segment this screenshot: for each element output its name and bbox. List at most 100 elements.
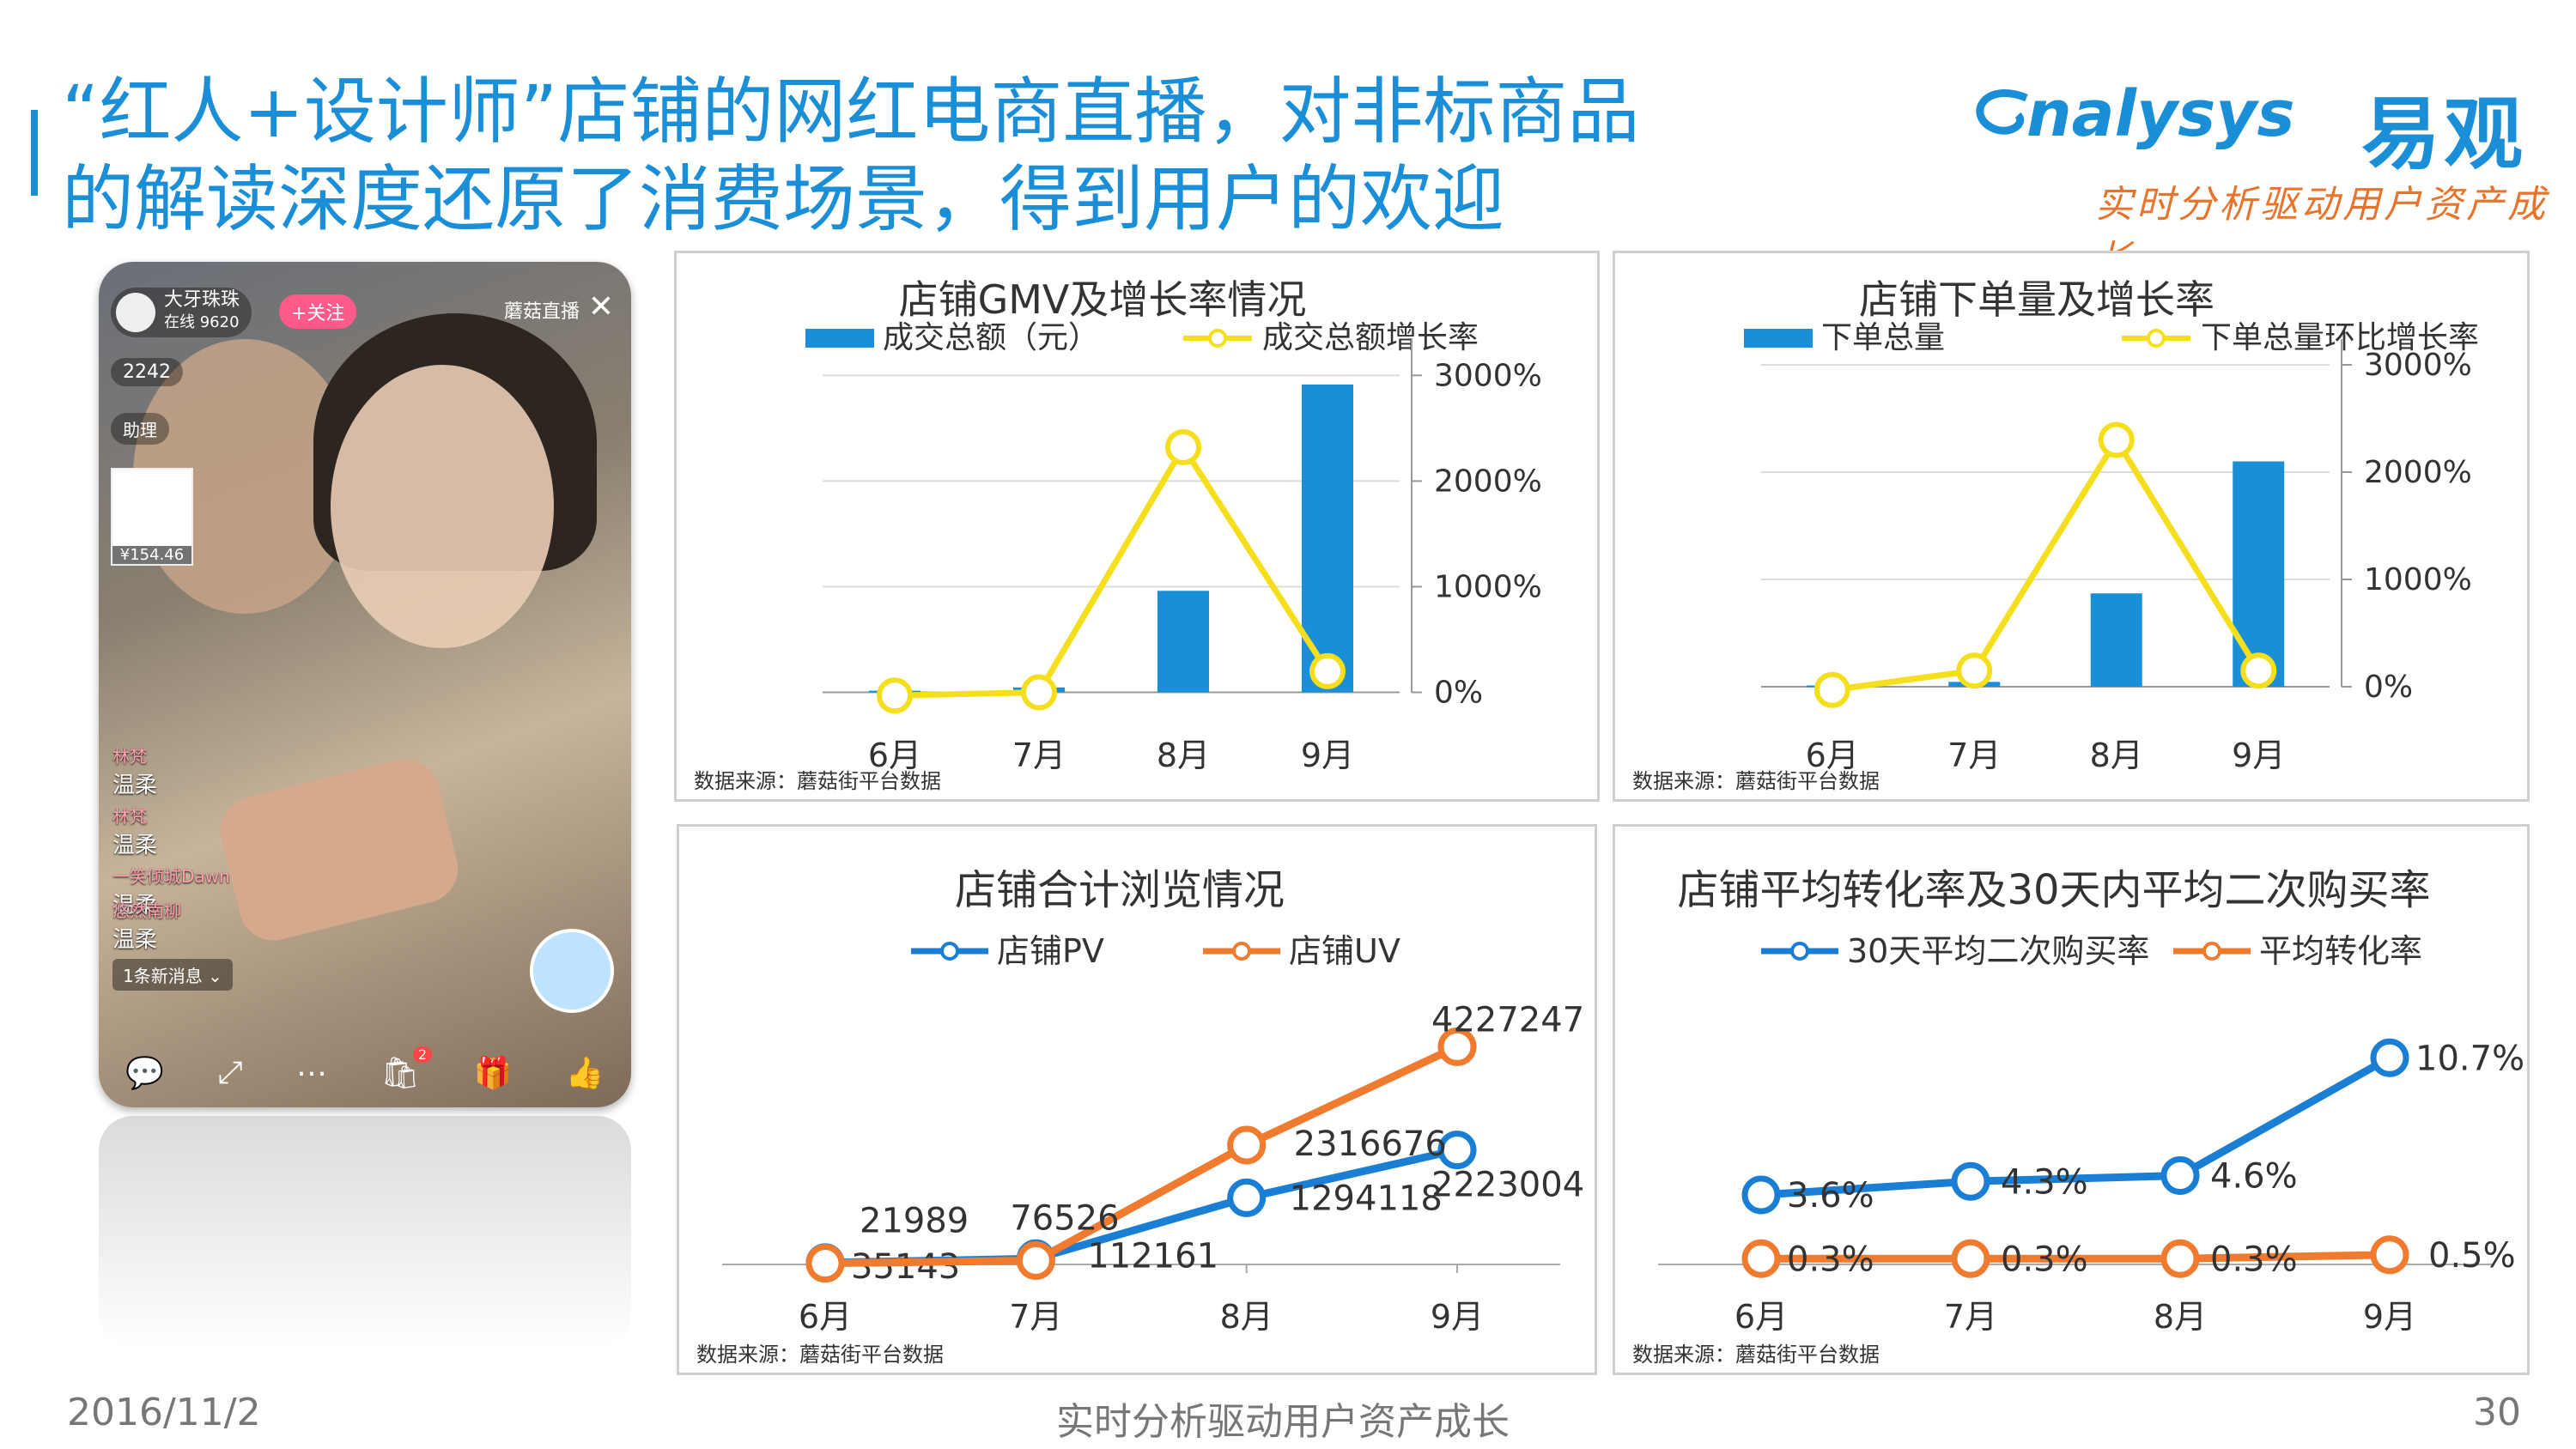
page-title-line1: “红人+设计师”店铺的网红电商直播，对非标商品: [62, 70, 1640, 154]
x-tick-label: 8月: [2090, 737, 2143, 774]
chart-panel-gmv: 店铺GMV及增长率情况 成交总额（元） 成交总额增长率 3000% 2000% 1000%…: [674, 251, 1600, 802]
y-tick-label: 0%: [2364, 670, 2413, 705]
data-label: 112161: [1087, 1236, 1218, 1276]
data-label: 76526: [1010, 1198, 1119, 1238]
page-title-line2: 的解读深度还原了消费场景，得到用户的欢迎: [62, 157, 1505, 241]
x-tick-label: 7月: [1009, 1298, 1062, 1336]
more-icon[interactable]: ⋯: [295, 1055, 327, 1091]
x-tick-label: 8月: [1220, 1298, 1273, 1336]
phone-reflection: [99, 1116, 631, 1348]
data-label: 4.3%: [2001, 1162, 2088, 1202]
x-tick-label: 9月: [2232, 737, 2285, 774]
x-tick-label: 9月: [1431, 1298, 1484, 1336]
series-point: [1227, 1178, 1267, 1217]
legend-line-label: 成交总额增长率: [1262, 320, 1479, 355]
data-label: 10.7%: [2415, 1039, 2524, 1078]
chart-title: 店铺GMV及增长率情况: [899, 276, 1307, 323]
fullscreen-icon[interactable]: ⤢: [217, 1055, 243, 1090]
cart-badge: 2: [412, 1046, 433, 1063]
series-line: [1760, 1054, 2392, 1199]
y-tick-label: 2000%: [2364, 455, 2472, 490]
legend-label: 平均转化率: [2259, 932, 2422, 970]
host-info-pill[interactable]: 大牙珠珠 在线 9620: [111, 288, 252, 337]
growth-point: [1814, 671, 1850, 708]
legend-line-label: 下单总量环比增长率: [2201, 320, 2479, 355]
shopping-bag-icon[interactable]: 🛍 2: [380, 1046, 433, 1091]
y-tick-label: 2000%: [1434, 464, 1542, 499]
chart-title: 店铺平均转化率及30天内平均二次购买率: [1677, 866, 2430, 914]
legend-marker: [1790, 942, 1809, 961]
chart-title: 店铺合计浏览情况: [955, 866, 1285, 914]
footer-slogan: 实时分析驱动用户资产成长: [1056, 1400, 1510, 1444]
title-accent-bar: [31, 110, 38, 196]
conversion-chart: 店铺平均转化率及30天内平均二次购买率 30天平均二次购买率 平均转化率 6月 7月 8月…: [1658, 866, 2524, 1336]
series-point: [1016, 1240, 1055, 1280]
growth-point: [877, 677, 913, 714]
series-line: [824, 1043, 1459, 1268]
data-source: 数据来源：蘑菇街平台数据: [696, 1343, 944, 1367]
chat-message: 林梵 温柔: [112, 806, 158, 858]
x-tick-label: 6月: [868, 737, 921, 774]
assistant-tag[interactable]: 助理: [111, 413, 169, 445]
follow-button[interactable]: +关注: [279, 294, 357, 329]
legend-marker: [940, 942, 959, 961]
growth-point: [2098, 421, 2135, 458]
legend-bar-label: 下单总量: [1821, 320, 1945, 355]
growth-point: [1956, 652, 1993, 689]
data-label: 0.3%: [1787, 1240, 1874, 1279]
growth-point: [1309, 652, 1346, 689]
footer-date: 2016/11/2: [67, 1391, 261, 1434]
bar: [1157, 591, 1209, 693]
growth-line: [894, 441, 1330, 699]
chart-panel-conversion: 店铺平均转化率及30天内平均二次购买率 30天平均二次购买率 平均转化率 6月 7月 8月…: [1613, 824, 2530, 1375]
host-avatar: [116, 293, 155, 332]
photo-person-female: [331, 365, 554, 648]
data-label: 0.3%: [2210, 1240, 2298, 1279]
legend-label: 店铺PV: [997, 932, 1104, 970]
close-icon[interactable]: ✕: [587, 289, 614, 324]
x-tick-label: 6月: [1735, 1298, 1788, 1336]
like-count: 2242: [111, 358, 183, 386]
growth-line: [1832, 433, 2262, 694]
like-icon[interactable]: 👍: [565, 1056, 605, 1091]
phone-bottom-toolbar: 💬 ⤢ ⋯ 🛍 2 🎁 👍: [99, 1039, 631, 1107]
chart-title: 店铺下单量及增长率: [1859, 276, 2215, 323]
chat-message: 林梵 温柔: [112, 746, 158, 798]
x-tick-label: 7月: [1944, 1298, 1997, 1336]
series-point: [2160, 1156, 2200, 1195]
x-tick-label: 7月: [1947, 737, 2001, 774]
comment-icon[interactable]: 💬: [125, 1056, 165, 1091]
series-point: [1437, 1131, 1477, 1170]
y-tick-label: 0%: [1434, 676, 1483, 711]
series-point: [1951, 1161, 1990, 1201]
data-label: 3.6%: [1787, 1176, 1874, 1216]
data-label: 21989: [860, 1202, 969, 1241]
legend-marker: [1232, 942, 1251, 961]
app-brand: 蘑菇直播: [503, 301, 580, 323]
mascot-icon[interactable]: [530, 929, 614, 1013]
series-point: [1951, 1239, 1990, 1278]
chat-message: 悠然南柳 温柔: [112, 900, 181, 953]
growth-point: [1165, 429, 1201, 465]
series-point: [2370, 1235, 2409, 1275]
legend-bar-swatch: [1744, 329, 1813, 348]
footer-page-number: 30: [2473, 1391, 2521, 1434]
chart-panel-traffic: 店铺合计浏览情况 店铺PV 店铺UV 6月 7月 8月 9月 35143 112161 12941…: [677, 824, 1597, 1375]
legend-marker: [2202, 942, 2221, 961]
bar: [2090, 593, 2142, 687]
series-point: [1437, 1027, 1477, 1066]
data-label: 1294118: [1290, 1179, 1443, 1218]
x-tick-label: 6月: [799, 1298, 852, 1336]
gift-icon[interactable]: 🎁: [473, 1056, 513, 1091]
bar: [2233, 461, 2285, 687]
product-thumbnail[interactable]: ¥154.46: [111, 468, 193, 566]
data-label: 35143: [851, 1247, 960, 1287]
data-label: 0.3%: [2001, 1240, 2088, 1279]
series-point: [1741, 1175, 1781, 1215]
data-source: 数据来源：蘑菇街平台数据: [1632, 1343, 1880, 1367]
new-message-indicator[interactable]: 1条新消息 ⌄: [112, 959, 233, 991]
y-tick-label: 1000%: [2364, 562, 2472, 597]
growth-point: [2240, 652, 2277, 689]
